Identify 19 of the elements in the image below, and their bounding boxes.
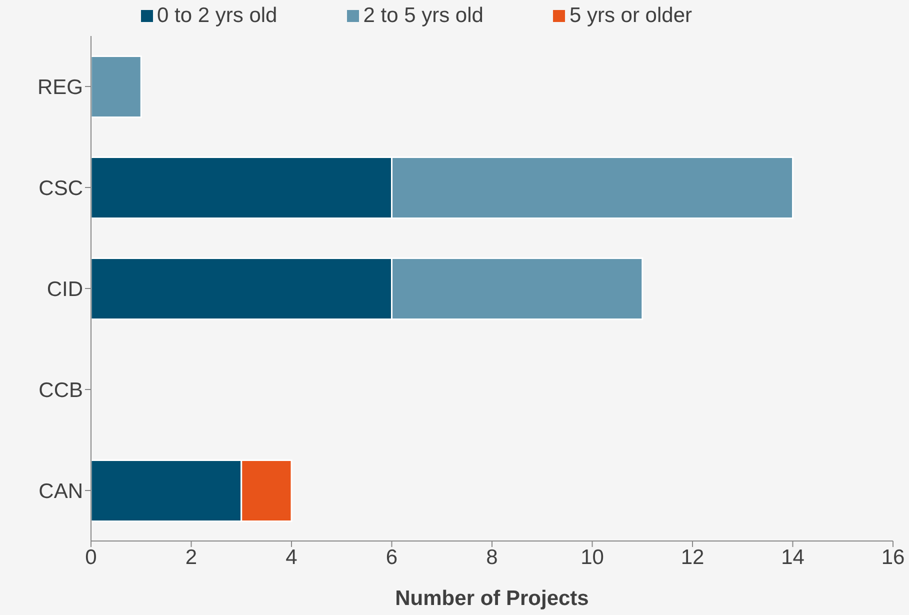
y-tick-label: CCB [38,378,83,402]
y-tick-label: REG [37,76,83,99]
x-tick-label: 10 [580,546,604,569]
bar [91,55,142,118]
x-tick-label: 8 [486,546,498,569]
legend-label: 0 to 2 yrs old [156,4,278,27]
y-tick-label: CID [46,278,83,301]
x-tick-label: 12 [680,546,704,569]
x-tick-label: 6 [386,546,398,569]
x-axis-title: Number of Projects [395,587,589,610]
x-tick-label: 16 [881,546,905,569]
x-tick-label: 14 [781,546,805,569]
x-tick-label: 0 [85,546,97,569]
y-tick-label: CSC [38,176,83,200]
legend-label: 2 to 5 yrs old [363,4,484,27]
x-tick-label: 2 [185,546,198,569]
y-tick-label: CAN [38,480,83,503]
legend-label: 5 yrs or older [569,4,692,27]
x-tick-label: 4 [286,546,298,569]
